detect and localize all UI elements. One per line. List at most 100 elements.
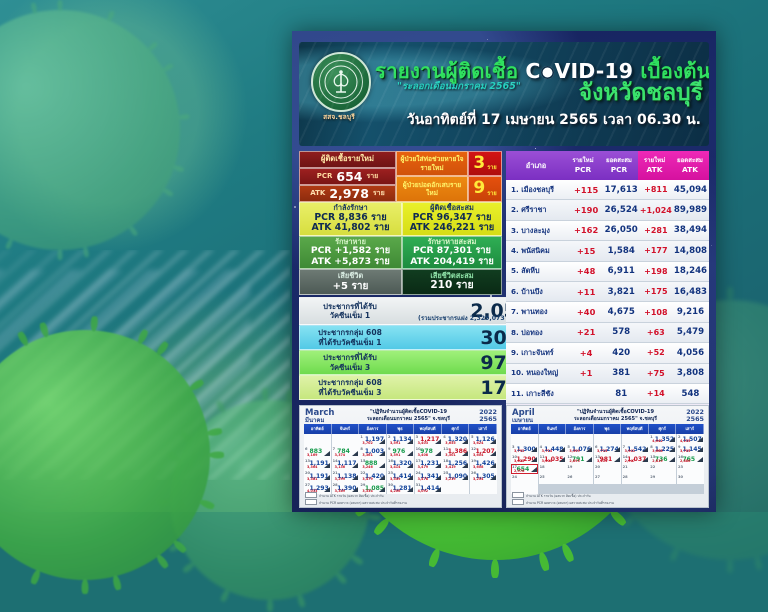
calendar-day-cell[interactable]: 3 1,217 3,403 — [415, 434, 442, 446]
calendar-day-cell[interactable]: 29 — [649, 474, 676, 484]
calendar-day-cell[interactable]: 17 1,231 3,479 — [415, 458, 442, 470]
calendar-day-cell[interactable]: 26 1,305 3,254 — [470, 470, 497, 482]
calendar-day-cell[interactable]: 17 654 2,978 — [511, 464, 538, 474]
calendar-day-cell[interactable] — [539, 434, 566, 444]
calendar-day-cell[interactable]: 6 883 3,169 — [304, 446, 331, 458]
col-header-new-atk: รายใหม่ ATK — [638, 151, 671, 180]
calendar-day-cell[interactable]: 4 1,320 3,655 — [442, 434, 469, 446]
calendar-day-cell[interactable]: 1 1,352 4,042 — [649, 434, 676, 444]
calendar-day-cell[interactable]: 9 976 3,391 — [387, 446, 414, 458]
calendar-day-atk: 3,604 — [473, 453, 483, 457]
calendar-day-atk: 3,419 — [445, 465, 455, 469]
virus-spike-icon — [178, 114, 189, 120]
calendar-day-cell[interactable]: 27 — [594, 474, 621, 484]
calendar-day-cell[interactable] — [442, 482, 469, 494]
calendar-day-number: 8 — [650, 445, 653, 449]
calendar-day-cell[interactable]: 2 1,134 3,591 — [387, 434, 414, 446]
calendar-day-cell[interactable] — [304, 434, 331, 446]
calendar-day-cell[interactable]: 10 1,290 3,622 — [511, 454, 538, 464]
ventilator-label-cell: ผู้ป่วยใส่ท่อช่วยหายใจรายใหม่ — [396, 151, 468, 176]
legend-swatch-icon — [305, 499, 317, 505]
calendar-day-cell[interactable]: 18 1,256 3,419 — [442, 458, 469, 470]
calendar-trend-icon — [669, 447, 675, 452]
calendar-day-cell[interactable]: 25 — [539, 474, 566, 484]
district-cum-pcr: 17,613 — [603, 185, 640, 195]
calendar-day-cell[interactable]: 6 1,274 3,715 — [594, 444, 621, 454]
calendar-day-cell[interactable]: 23 — [677, 464, 704, 474]
calendar-trend-icon — [352, 463, 358, 468]
table-row: 4. พนัสนิคม +15 1,584 +177 14,808 — [506, 241, 709, 261]
calendar-day-cell[interactable]: 26 — [566, 474, 593, 484]
star-icon — [294, 206, 296, 208]
calendar-trend-icon — [531, 457, 537, 462]
calendar-day-cell[interactable]: 13 1,191 3,364 — [304, 458, 331, 470]
calendar-trend-icon — [531, 447, 537, 452]
calendar-day-cell[interactable]: 2 1,507 4,155 — [677, 434, 704, 444]
calendar-day-cell[interactable]: 13 981 3,213 — [594, 454, 621, 464]
calendar-day-atk: 3,479 — [418, 465, 428, 469]
calendar-trend-icon — [407, 439, 413, 444]
calendar-trend-icon — [559, 457, 565, 462]
calendar-day-cell[interactable] — [594, 434, 621, 444]
calendar-day-cell[interactable]: 3 1,300 3,792 — [511, 444, 538, 454]
calendar-day-atk: 3,213 — [597, 459, 607, 463]
calendar-day-number: 5 — [567, 445, 570, 449]
calendar-day-cell[interactable]: 16 1,320 3,414 — [387, 458, 414, 470]
calendar-day-atk: 3,299 — [335, 477, 345, 481]
calendar-day-cell[interactable]: 14 1,037 2,947 — [622, 454, 649, 464]
calendar-day-cell[interactable]: 10 978 3,408 — [415, 446, 442, 458]
calendar-day-cell[interactable]: 20 1,191 3,381 — [304, 470, 331, 482]
calendar-day-cell[interactable]: 5 1,126 3,624 — [470, 434, 497, 446]
calendar-trend-icon — [462, 439, 468, 444]
calendar-day-atk: 2,886 — [680, 459, 690, 463]
calendar-day-cell[interactable] — [566, 434, 593, 444]
calendar-day-cell[interactable]: 4 1,448 3,714 — [539, 444, 566, 454]
calendar-day-cell[interactable]: 28 — [622, 474, 649, 484]
calendar-day-cell[interactable]: 9 1,145 3,705 — [677, 444, 704, 454]
calendar-day-atk: 3,549 — [390, 477, 400, 481]
calendar-day-cell[interactable] — [622, 434, 649, 444]
calendar-day-cell[interactable]: 8 1,225 3,668 — [649, 444, 676, 454]
virus-spike-icon — [162, 187, 174, 197]
calendar-day-cell[interactable]: 12 791 2,893 — [566, 454, 593, 464]
district-new-atk: +811 — [640, 185, 672, 194]
calendar-weekday: อังคาร — [359, 424, 387, 434]
calendar-day-cell[interactable]: 21 — [622, 464, 649, 474]
calendar-weekday: พุธ — [387, 424, 415, 434]
calendar-day-cell[interactable]: 30 — [677, 474, 704, 484]
calendar-day-cell[interactable]: 16 765 2,886 — [677, 454, 704, 464]
calendar-day-cell[interactable]: 15 736 2,819 — [649, 454, 676, 464]
calendar-day-cell[interactable]: 21 1,138 3,299 — [332, 470, 359, 482]
calendar-day-cell[interactable]: 15 888 3,246 — [359, 458, 386, 470]
calendar-day-cell[interactable]: 31 1,414 4,092 — [415, 482, 442, 494]
calendar-day-cell[interactable]: 19 1,426 3,608 — [470, 458, 497, 470]
calendar-day-atk: 2,978 — [514, 469, 524, 473]
calendar-day-cell[interactable]: 25 1,090 3,219 — [442, 470, 469, 482]
calendar-trend-icon — [462, 475, 468, 480]
calendar-day-cell[interactable]: 12 1,207 3,604 — [470, 446, 497, 458]
calendar-trend-icon — [531, 467, 537, 472]
calendar-day-cell[interactable] — [332, 434, 359, 446]
calendar-day-cell[interactable]: 8 1,003 3,361 — [359, 446, 386, 458]
calendar-day-cell[interactable]: 23 1,414 3,549 — [387, 470, 414, 482]
calendar-year: 2022 2565 — [479, 409, 497, 423]
calendar-day-cell[interactable]: 24 — [511, 474, 538, 484]
calendar-day-cell[interactable]: 20 — [594, 464, 621, 474]
calendar-day-cell[interactable]: 19 — [566, 464, 593, 474]
calendar-day-cell[interactable]: 5 1,076 3,399 — [566, 444, 593, 454]
calendar-day-cell[interactable]: 22 1,420 3,479 — [359, 470, 386, 482]
calendar-day-cell[interactable]: 1 1,197 3,702 — [359, 434, 386, 446]
calendar-day-cell[interactable]: 14 1,117 3,136 — [332, 458, 359, 470]
calendar-day-cell[interactable]: 18 — [539, 464, 566, 474]
calendar-day-cell[interactable]: 24 1,341 3,478 — [415, 470, 442, 482]
calendar-day-cell[interactable]: 11 1,386 3,501 — [442, 446, 469, 458]
calendar-day-cell[interactable]: 7 1,542 3,941 — [622, 444, 649, 454]
calendar-day-number: 27 — [595, 475, 600, 479]
calendar-day-cell[interactable] — [511, 434, 538, 444]
district-cum-atk: 9,216 — [672, 307, 709, 317]
calendar-day-cell[interactable]: 22 — [649, 464, 676, 474]
calendar-day-cell[interactable] — [470, 482, 497, 494]
calendar-day-cell[interactable]: 11 1,035 3,204 — [539, 454, 566, 464]
calendar-day-cell[interactable]: 7 784 3,374 — [332, 446, 359, 458]
calendar-month-name: April เมษายน — [512, 409, 535, 424]
